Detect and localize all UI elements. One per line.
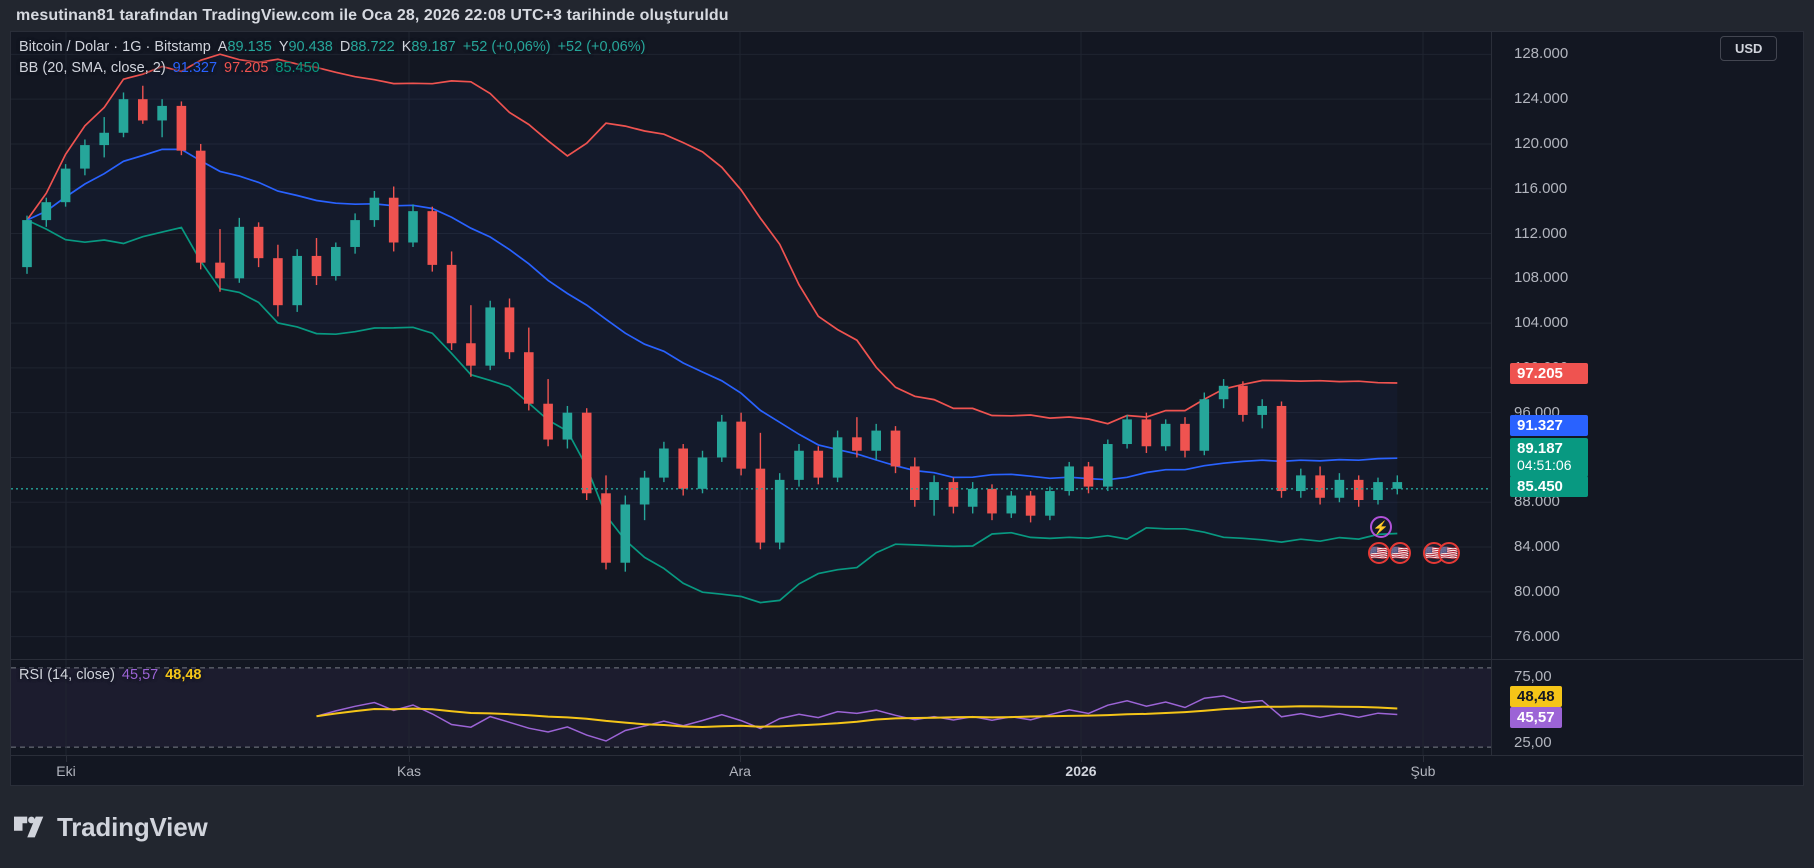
tradingview-logo-icon bbox=[14, 816, 44, 838]
time-tick bbox=[1081, 756, 1082, 762]
time-axis-label: Eki bbox=[56, 763, 76, 779]
rsi-ma-value: 48,48 bbox=[165, 667, 202, 683]
rsi-ma-badge: 48,48 bbox=[1510, 686, 1562, 707]
time-tick bbox=[740, 756, 741, 762]
bollinger-lower-price-badge: 85.450 bbox=[1510, 476, 1588, 497]
last-price-badge: 89.187 04:51:06 bbox=[1510, 438, 1588, 477]
currency-badge[interactable]: USD bbox=[1720, 36, 1778, 61]
bollinger-basis-value: 91.327 bbox=[172, 60, 218, 76]
rsi-pane[interactable]: RSI (14, close) 45,57 48,48 75,00 25,00 48… bbox=[11, 660, 1803, 755]
ohlc-close-key: K bbox=[401, 39, 412, 55]
bollinger-upper-price-badge: 97.205 bbox=[1510, 363, 1588, 384]
rsi-tick-upper: 75,00 bbox=[1514, 668, 1552, 685]
rsi-scale[interactable]: 75,00 25,00 48,48 45,57 bbox=[1492, 660, 1803, 755]
ohlc-open-key: A bbox=[217, 39, 228, 55]
rsi-legend-title: RSI (14, close) bbox=[19, 667, 115, 683]
price-tick: 108.000 bbox=[1514, 269, 1569, 287]
bar-countdown: 04:51:06 bbox=[1517, 457, 1572, 473]
attribution-bar: mesutinan81 tarafından TradingView.com i… bbox=[0, 0, 1814, 31]
tradingview-logo-text: TradingView bbox=[57, 811, 208, 842]
price-tick: 76.000 bbox=[1514, 627, 1560, 645]
time-tick bbox=[1423, 756, 1424, 762]
price-change-secondary: +52 (+0,06%) bbox=[557, 39, 646, 55]
price-tick: 128.000 bbox=[1514, 45, 1569, 63]
scale-divider bbox=[1491, 32, 1492, 659]
price-chart-svg bbox=[11, 32, 1491, 659]
symbol-legend-title: Bitcoin / Dolar · 1G · Bitstamp bbox=[19, 39, 211, 55]
bollinger-lower-value: 85.450 bbox=[275, 60, 320, 76]
price-tick: 104.000 bbox=[1514, 314, 1569, 332]
time-tick bbox=[409, 756, 410, 762]
price-tick: 112.000 bbox=[1514, 224, 1568, 242]
economic-event-marker-4[interactable]: 🇺🇸 bbox=[1438, 542, 1460, 564]
economic-event-marker-2[interactable]: 🇺🇸 bbox=[1389, 542, 1411, 564]
last-price-value: 89.187 bbox=[1517, 440, 1563, 457]
rsi-value: 45,57 bbox=[121, 667, 159, 683]
bollinger-basis-price-badge: 91.327 bbox=[1510, 415, 1588, 436]
chart-frame: Bitcoin / Dolar · 1G · Bitstamp A89.135 Y9… bbox=[10, 31, 1804, 786]
ohlc-close-value: 89.187 bbox=[411, 39, 456, 55]
us-flag-icon: 🇺🇸 bbox=[1390, 544, 1410, 562]
bollinger-legend[interactable]: BB (20, SMA, close, 2) 91.327 97.205 85.450 bbox=[19, 60, 320, 76]
price-plot-area[interactable] bbox=[11, 32, 1491, 659]
price-scale[interactable]: USD 128.000 124.000 120.000 116.000 112.000 1… bbox=[1492, 32, 1803, 659]
lightning-event-marker[interactable]: ⚡ bbox=[1370, 516, 1392, 538]
symbol-legend[interactable]: Bitcoin / Dolar · 1G · Bitstamp A89.135 Y9… bbox=[19, 39, 645, 55]
rsi-scale-divider bbox=[1491, 660, 1492, 755]
ohlc-open-value: 89.135 bbox=[227, 39, 272, 55]
ohlc-low-key: D bbox=[339, 39, 351, 55]
us-flag-icon: 🇺🇸 bbox=[1439, 544, 1459, 562]
ohlc-low-value: 88.722 bbox=[350, 39, 395, 55]
price-pane[interactable]: Bitcoin / Dolar · 1G · Bitstamp A89.135 Y9… bbox=[11, 32, 1803, 659]
pane-separator[interactable] bbox=[11, 659, 1803, 660]
time-axis-label: Ara bbox=[729, 763, 751, 779]
ohlc-high-value: 90.438 bbox=[288, 39, 333, 55]
lightning-icon: ⚡ bbox=[1372, 519, 1390, 535]
rsi-tick-lower: 25,00 bbox=[1514, 734, 1552, 751]
price-tick: 84.000 bbox=[1514, 538, 1560, 556]
bollinger-upper-value: 97.205 bbox=[224, 60, 269, 76]
rsi-badge: 45,57 bbox=[1510, 707, 1562, 728]
ohlc-high-key: Y bbox=[278, 39, 289, 55]
footer: TradingView bbox=[0, 786, 1814, 868]
price-change: +52 (+0,06%) bbox=[462, 39, 551, 55]
time-axis-label: Şub bbox=[1410, 763, 1436, 779]
time-axis-label: 2026 bbox=[1065, 763, 1097, 779]
bollinger-legend-title: BB (20, SMA, close, 2) bbox=[19, 60, 166, 76]
price-tick: 124.000 bbox=[1514, 90, 1569, 108]
tradingview-logo[interactable]: TradingView bbox=[14, 811, 208, 843]
time-axis-label: Kas bbox=[396, 763, 422, 779]
time-axis[interactable]: Eki Kas Ara 2026 Şub bbox=[11, 755, 1803, 786]
time-tick bbox=[66, 756, 67, 762]
price-tick: 80.000 bbox=[1514, 582, 1560, 600]
price-tick: 116.000 bbox=[1514, 179, 1568, 197]
price-tick: 88.000 bbox=[1514, 493, 1560, 511]
price-tick: 120.000 bbox=[1514, 134, 1569, 152]
rsi-chart-svg bbox=[11, 660, 1491, 755]
economic-event-marker-1[interactable]: 🇺🇸 bbox=[1368, 542, 1390, 564]
us-flag-icon: 🇺🇸 bbox=[1369, 544, 1389, 562]
rsi-legend[interactable]: RSI (14, close) 45,57 48,48 bbox=[19, 667, 202, 683]
rsi-plot-area[interactable] bbox=[11, 660, 1491, 755]
